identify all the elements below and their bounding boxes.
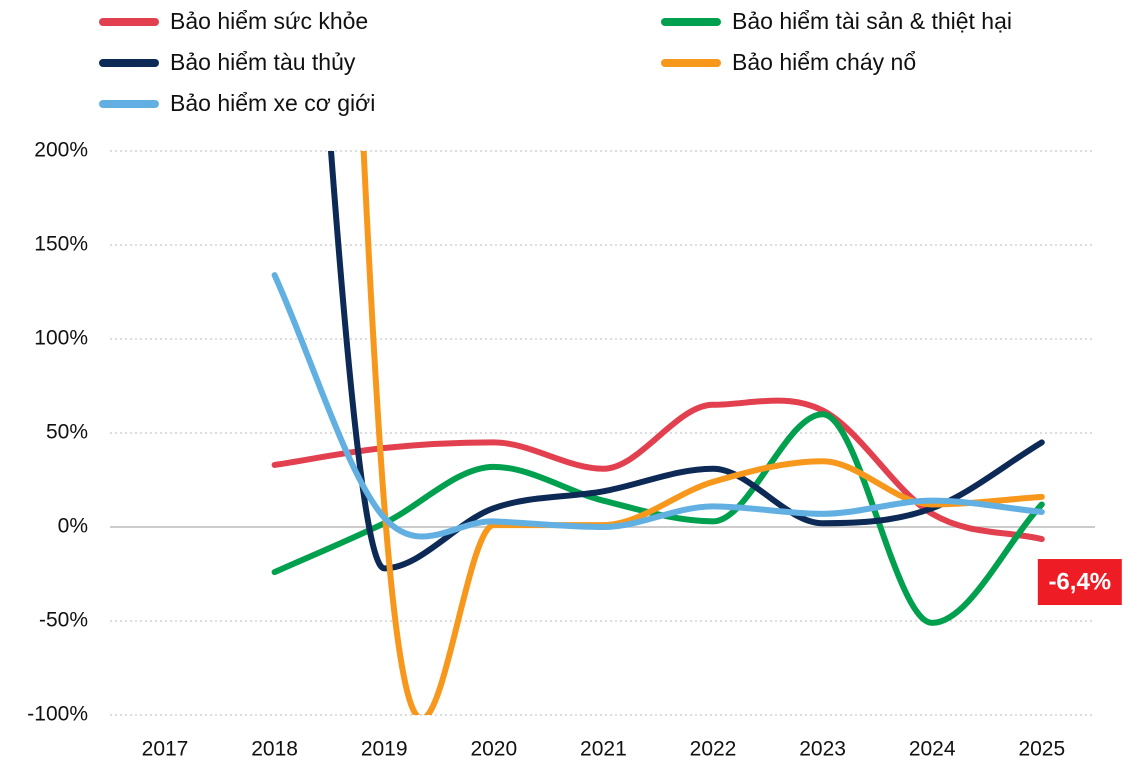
- x-tick-label: 2024: [909, 738, 956, 761]
- series-line: [360, 151, 1045, 715]
- x-tick-label: 2020: [470, 738, 517, 761]
- y-tick-label: 200%: [34, 139, 88, 162]
- x-tick-label: 2025: [1018, 738, 1065, 761]
- x-tick-label: 2017: [142, 738, 189, 761]
- x-tick-label: 2018: [251, 738, 298, 761]
- y-tick-label: 100%: [34, 327, 88, 350]
- data-label: -6,4%: [1048, 568, 1111, 595]
- legend: Bảo hiểm sức khỏe Bảo hiểm tài sản & thiệ…: [99, 8, 1012, 116]
- labels: -100% -50% 0% 50% 100% 150% 200% 2017 2018 2019 20…: [27, 139, 1122, 761]
- series-line: [271, 272, 1045, 540]
- legend-label: Bảo hiểm cháy nổ: [732, 49, 916, 75]
- legend-label: Bảo hiểm sức khỏe: [170, 8, 368, 34]
- legend-label: Bảo hiểm tàu thủy: [170, 49, 356, 75]
- legend-label: Bảo hiểm tài sản & thiệt hại: [732, 8, 1012, 34]
- y-tick-label: -50%: [39, 609, 88, 632]
- legend-label: Bảo hiểm xe cơ giới: [170, 90, 375, 116]
- y-tick-label: -100%: [27, 703, 88, 726]
- series-line: [327, 151, 1045, 572]
- x-tick-label: 2021: [580, 738, 627, 761]
- x-tick-label: 2023: [799, 738, 846, 761]
- x-tick-label: 2022: [690, 738, 737, 761]
- x-tick-label: 2019: [361, 738, 408, 761]
- grid: [110, 150, 1095, 716]
- y-tick-label: 0%: [58, 515, 88, 538]
- plot: [271, 151, 1045, 715]
- y-tick-label: 150%: [34, 233, 88, 256]
- data-label-box: [1037, 559, 1122, 606]
- y-tick-label: 50%: [46, 421, 88, 444]
- series-line: [271, 411, 1045, 626]
